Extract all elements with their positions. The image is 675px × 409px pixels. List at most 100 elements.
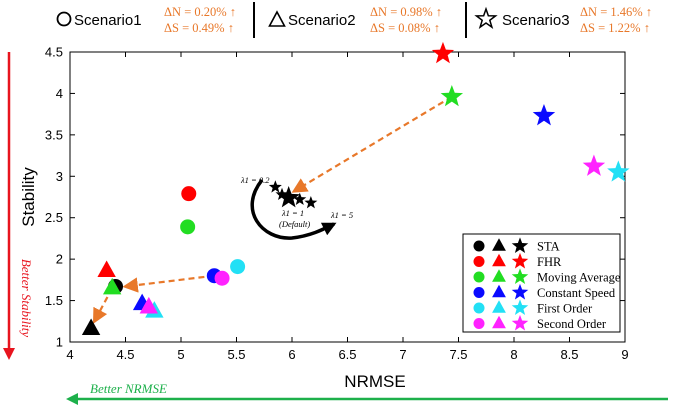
x-tick-label: 4 [66,347,73,362]
legend-second-order-triangle [492,315,506,329]
lambda-curve-arrow [250,178,337,240]
lambda-5-label: λ1 = 5 [330,210,353,220]
improvement-arrow-1 [291,95,453,193]
scenario2-name: Scenario2 [288,12,356,29]
y-tick-label: 4.5 [45,45,63,60]
x-tick-label: 8 [510,347,517,362]
legend-moving-average-circle [473,271,485,283]
better-nrmse-indicator: Better NRMSE [66,381,668,405]
sta-triangle-point [81,318,101,336]
legend-sta-star [511,237,529,254]
scenario1-delta-n: ΔN = 0.20% ↑ [164,5,236,19]
better-stability-indicator: Better Stability [3,52,34,360]
x-tick-label: 5.5 [227,347,245,362]
fhr-triangle-point [97,260,116,278]
legend-second-order-label: Second Order [537,317,607,331]
y-tick-label: 3.5 [45,127,63,142]
scenario1-group: Scenario1 ΔN = 0.20% ↑ ΔS = 0.49% ↑ [56,5,236,35]
lambda-sweep-marks [268,180,318,209]
data-marks [81,41,630,336]
legend-moving-average-label: Moving Average [537,271,621,285]
scenario3-name: Scenario3 [502,12,570,29]
first-order-circle-point [230,259,246,275]
y-tick-label: 4 [56,86,63,101]
second-order-circle-point [214,270,230,286]
constant-speed-star-point [532,104,556,126]
scenario3-group: Scenario3 ΔN = 1.46% ↑ ΔS = 1.22% ↑ [474,5,652,35]
y-tick-label: 1.5 [45,293,63,308]
scenario2-delta-n: ΔN = 0.98% ↑ [370,5,442,19]
better-nrmse-arrowhead [66,393,78,405]
lambda-1-label: λ1 = 1 [281,208,304,218]
y-tick-label: 1 [56,335,63,350]
x-tick-label: 6.5 [338,347,356,362]
improvement-arrow-3 [92,287,114,325]
lambda-sweep-star [275,187,289,201]
second-order-star-point [582,154,606,176]
legend-first-order-star [511,299,529,316]
legend-second-order-star [511,314,529,331]
lambda-sweep-star [304,195,318,209]
legend-fhr-triangle [492,253,506,267]
scenario1-delta-s: ΔS = 0.49% ↑ [164,21,234,35]
scenario2-delta-s: ΔS = 0.08% ↑ [370,21,440,35]
x-tick-label: 4.5 [116,347,134,362]
legend-fhr-star [511,252,529,269]
x-tick-label: 6 [288,347,295,362]
legend-constant-speed-circle [473,287,485,298]
moving-average-star-point [440,84,464,107]
axes [69,51,626,343]
legend-constant-speed-star [511,283,529,300]
fhr-circle-point [181,186,197,202]
legend-constant-speed-triangle [492,284,506,298]
better-stability-arrowhead [3,348,15,360]
improvement-arrows [92,95,453,325]
y-tick-label: 2 [56,252,63,267]
moving-average-triangle-point [102,277,122,295]
y-tick-label: 2.5 [45,210,63,225]
x-tick-label: 9 [621,347,628,362]
second-order-triangle-point [139,296,159,314]
y-tick-labels: 1 1.5 2 2.5 3 3.5 4 4.5 [45,45,63,350]
legend-first-order-circle [473,302,485,314]
scenario-header: Scenario1 ΔN = 0.20% ↑ ΔS = 0.49% ↑ Scen… [56,2,652,38]
lambda-annotation: λ1 = 0.2 λ1 = 1 (Default) λ1 = 5 [240,175,353,240]
x-tick-label: 5 [177,347,184,362]
first-order-star-point [607,160,630,182]
scenario3-delta-n: ΔN = 1.46% ↑ [580,5,652,19]
legend-second-order-circle [473,318,485,329]
legend-first-order-triangle [492,300,506,313]
y-tick-label: 3 [56,169,63,184]
improvement-arrow-2 [122,274,215,293]
y-axis-label: Stability [19,167,38,227]
legend-constant-speed-label: Constant Speed [537,286,616,300]
scenario2-group: Scenario2 ΔN = 0.98% ↑ ΔS = 0.08% ↑ [268,5,442,35]
better-nrmse-label: Better NRMSE [90,381,167,396]
legend-fhr-circle [473,256,485,267]
legend-sta-triangle [492,238,506,251]
fhr-star-point [431,41,455,64]
scenario1-circle-icon [56,11,72,27]
better-stability-label: Better Stability [19,259,34,338]
x-tick-label: 7.5 [449,347,467,362]
scenario1-name: Scenario1 [74,12,142,29]
scenario3-delta-s: ΔS = 1.22% ↑ [580,21,650,35]
x-tick-label: 8.5 [560,347,578,362]
moving-average-circle-point [180,219,196,235]
lambda-02-label: λ1 = 0.2 [240,175,270,185]
lambda-sweep-star [279,188,298,206]
scenario2-triangle-icon [268,10,286,27]
legend-sta-label: STA [537,240,560,254]
x-axis-label: NRMSE [344,372,405,391]
scenario3-star-icon [474,6,498,29]
x-tick-labels: 4 4.5 5 5.5 6 6.5 7 7.5 8 8.5 9 [66,347,628,362]
lambda-sweep-star [293,192,307,205]
legend-moving-average-star [511,268,529,285]
legend-box [462,233,621,333]
lambda-default-label: (Default) [279,219,310,229]
legend-fhr-label: FHR [537,255,562,269]
legend-moving-average-triangle [492,269,506,282]
lambda-sweep-star [268,180,282,193]
